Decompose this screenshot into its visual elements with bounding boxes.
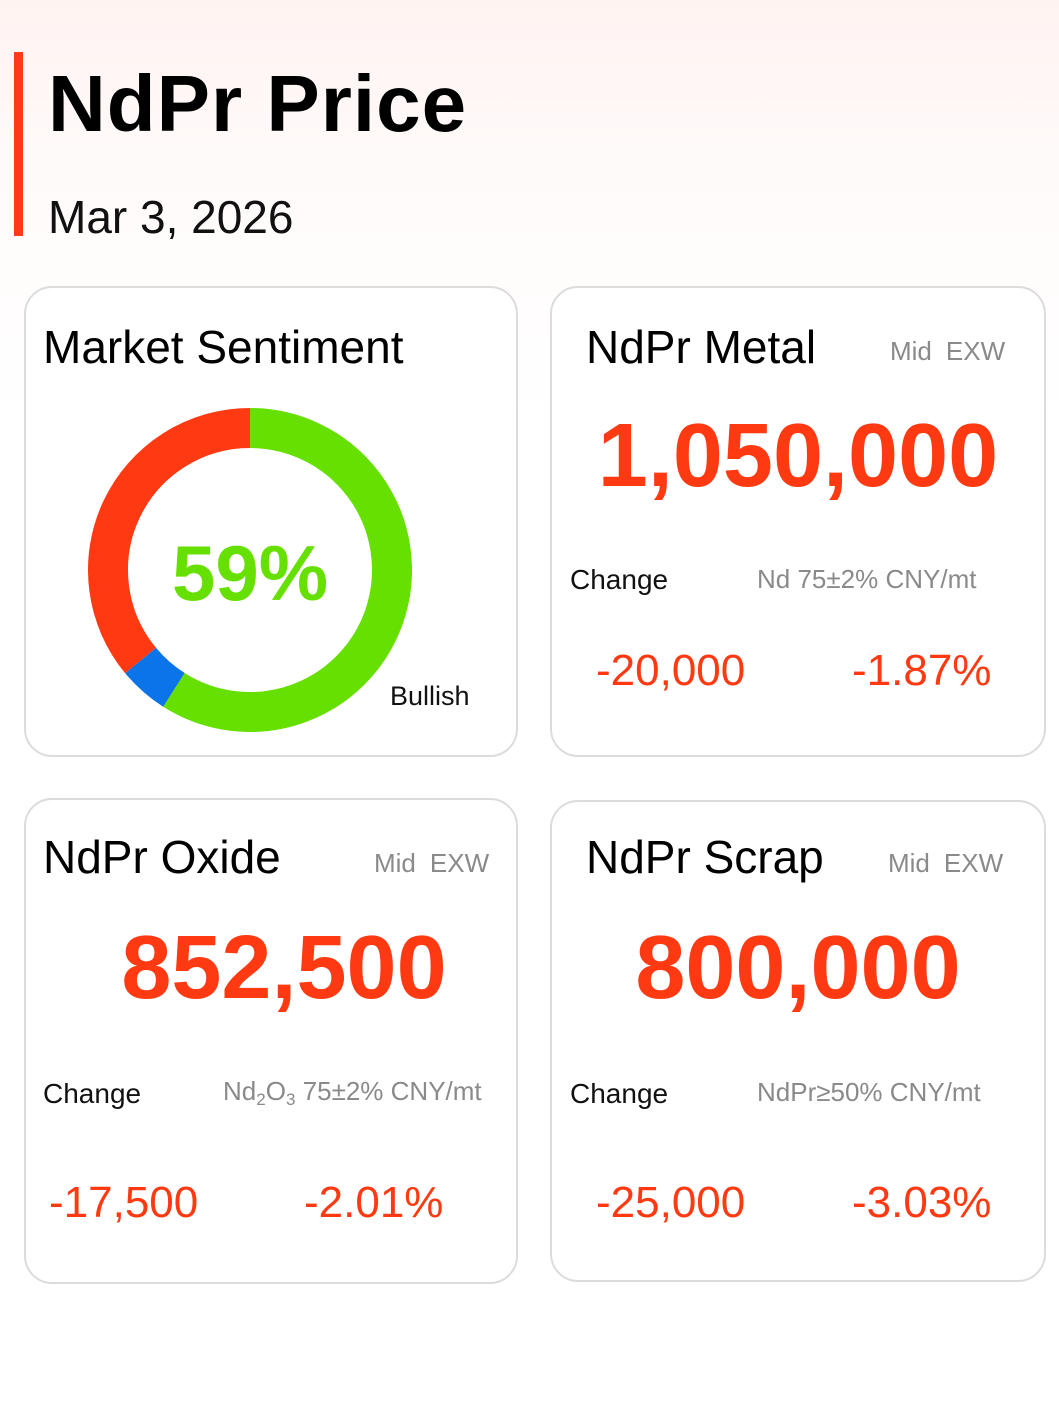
ndpr-scrap-card: NdPr Scrap Mid EXW 800,000 Change NdPr≥50… <box>550 800 1046 1282</box>
donut-segment-bearish <box>88 408 251 674</box>
price-tags: Mid EXW <box>890 336 1005 366</box>
tag-mid: Mid <box>890 336 932 366</box>
tag-exw: EXW <box>429 848 490 878</box>
change-percent: -1.87% <box>852 646 992 695</box>
price-value: 852,500 <box>121 918 447 1018</box>
card-title: NdPr Scrap <box>586 831 824 883</box>
donut-segment-bullish <box>163 408 412 732</box>
tag-exw: EXW <box>945 336 1006 366</box>
title-accent-bar <box>14 52 23 236</box>
card-title: Market Sentiment <box>43 321 404 373</box>
change-absolute: -17,500 <box>49 1178 199 1227</box>
sentiment-label: Bullish <box>390 681 470 711</box>
price-tags: Mid EXW <box>888 848 1003 878</box>
change-percent: -2.01% <box>304 1178 444 1227</box>
sentiment-donut-chart <box>88 408 412 732</box>
tag-exw: EXW <box>943 848 1004 878</box>
product-spec: Nd 75±2% CNY/mt <box>757 564 977 594</box>
change-percent: -3.03% <box>852 1178 992 1227</box>
ndpr-metal-card: NdPr Metal Mid EXW 1,050,000 Change Nd 75… <box>550 286 1046 757</box>
donut-segment-neutral <box>125 647 186 707</box>
card-title: NdPr Metal <box>586 321 817 373</box>
price-value: 800,000 <box>635 918 961 1018</box>
product-spec: NdPr≥50% CNY/mt <box>757 1077 981 1107</box>
price-tags: Mid EXW <box>374 848 489 878</box>
change-label: Change <box>570 564 669 595</box>
sentiment-percent: 59% <box>171 529 329 617</box>
page-date: Mar 3, 2026 <box>48 191 294 243</box>
price-value: 1,050,000 <box>597 406 999 506</box>
change-label: Change <box>43 1078 142 1109</box>
market-sentiment-card: Market Sentiment 59% Bullish <box>24 286 518 757</box>
product-spec: Nd2O3 75±2% CNY/mt <box>223 1076 482 1109</box>
change-label: Change <box>570 1078 669 1109</box>
tag-mid: Mid <box>888 848 930 878</box>
page-title: NdPr Price <box>48 59 468 148</box>
card-title: NdPr Oxide <box>43 831 281 883</box>
ndpr-oxide-card: NdPr Oxide Mid EXW 852,500 Change Nd2O3 7… <box>24 798 518 1284</box>
tag-mid: Mid <box>374 848 416 878</box>
change-absolute: -25,000 <box>596 1178 746 1227</box>
change-absolute: -20,000 <box>596 646 746 695</box>
